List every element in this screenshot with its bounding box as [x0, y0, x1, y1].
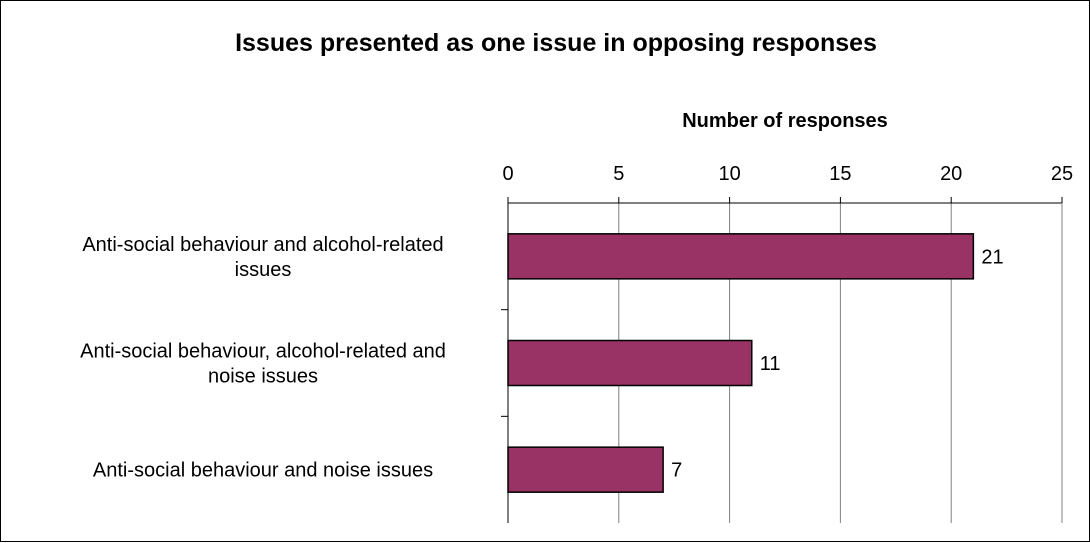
- bars: [507, 233, 975, 493]
- data-labels: 21 11 7: [671, 246, 1003, 481]
- x-axis-ticks: 0 5 10 15 20 25: [501, 163, 1073, 417]
- bar: [507, 339, 753, 387]
- x-tick-label: 15: [829, 163, 851, 185]
- bar: [507, 233, 975, 280]
- category-label: Anti-social behaviour and alcohol-relate…: [82, 234, 443, 281]
- data-label: 7: [671, 460, 682, 482]
- chart-title: Issues presented as one issue in opposin…: [235, 29, 877, 57]
- data-label: 11: [760, 353, 781, 375]
- x-axis-label: Number of responses: [682, 110, 888, 132]
- category-label: Anti-social behaviour, alcohol-related a…: [80, 341, 446, 388]
- category-label-line: Anti-social behaviour and noise issues: [93, 460, 433, 482]
- category-label-line: Anti-social behaviour, alcohol-related a…: [80, 341, 446, 363]
- data-label: 21: [981, 246, 1003, 268]
- x-tick-label: 0: [502, 163, 513, 185]
- x-tick-label: 5: [613, 163, 624, 185]
- category-label: Anti-social behaviour and noise issues: [93, 460, 433, 482]
- x-tick-label: 25: [1051, 163, 1073, 185]
- category-label-line: issues: [235, 259, 292, 281]
- x-tick-label: 20: [940, 163, 962, 185]
- category-label-line: noise issues: [208, 366, 318, 388]
- category-labels: Anti-social behaviour and alcohol-relate…: [80, 234, 446, 482]
- category-label-line: Anti-social behaviour and alcohol-relate…: [82, 234, 443, 256]
- bar: [507, 446, 664, 493]
- x-tick-label: 10: [718, 163, 740, 185]
